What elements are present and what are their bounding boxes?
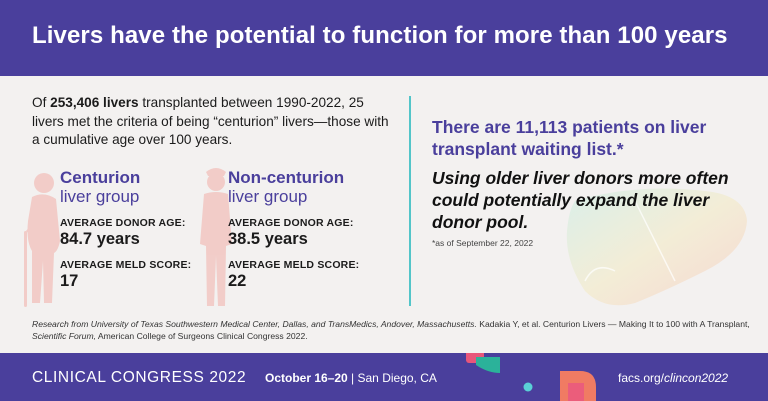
dates: October 16–20 [265, 371, 348, 385]
group-subtitle: liver group [228, 187, 308, 206]
adult-person-icon [200, 168, 232, 306]
waitlist-statement: There are 11,113 patients on liver trans… [432, 117, 707, 159]
intro-rest: transplanted between 1990-2022, 25 liver… [32, 95, 389, 147]
decorative-shapes [466, 353, 596, 401]
citation-forum: Scientific Forum, [32, 331, 96, 341]
content-area: Of 253,406 livers transplanted between 1… [0, 76, 768, 353]
group-subtitle: liver group [60, 187, 140, 206]
location: | San Diego, CA [347, 371, 437, 385]
donor-age-label: AVERAGE DONOR AGE: [228, 217, 354, 229]
url-path: clincon2022 [664, 371, 729, 385]
citation-event: American College of Surgeons Clinical Co… [96, 331, 308, 341]
donor-age-value: 38.5 years [228, 230, 308, 248]
non-centurion-group: Non-centurion liver group AVERAGE DONOR … [228, 168, 398, 291]
intro-paragraph: Of 253,406 livers transplanted between 1… [32, 94, 392, 150]
url-domain: facs.org/ [618, 371, 665, 385]
conference-name: CLINICAL CONGRESS 2022 [32, 369, 247, 386]
meld-value: 22 [228, 272, 247, 290]
donor-age-label: AVERAGE DONOR AGE: [60, 217, 186, 229]
intro-highlight: 253,406 livers [50, 95, 139, 110]
meld-label: AVERAGE MELD SCORE: [228, 259, 360, 271]
intro-prefix: Of [32, 95, 51, 110]
page-title: Livers have the potential to function fo… [32, 22, 728, 49]
elderly-person-icon [24, 173, 60, 307]
key-takeaway: Using older liver donors more often coul… [432, 168, 729, 232]
group-title: Centurion [60, 168, 141, 187]
vertical-divider [409, 96, 411, 306]
citation-source: Research from University of Texas Southw… [32, 319, 477, 329]
group-title: Non-centurion [228, 168, 345, 187]
conference-link[interactable]: facs.org/clincon2022 [618, 371, 728, 385]
liver-icon [566, 188, 747, 306]
citation-authors: Kadakia Y, et al. Centurion Livers — Mak… [476, 319, 750, 329]
header-banner: Livers have the potential to function fo… [0, 0, 768, 76]
research-citation: Research from University of Texas Southw… [32, 318, 752, 342]
meld-value: 17 [60, 272, 79, 290]
conference-dates: October 16–20 | San Diego, CA [265, 371, 437, 385]
donor-age-value: 84.7 years [60, 230, 140, 248]
footnote: *as of September 22, 2022 [432, 238, 534, 248]
footer-banner: CLINICAL CONGRESS 2022 October 16–20 | S… [0, 353, 768, 401]
centurion-group: Centurion liver group AVERAGE DONOR AGE:… [60, 168, 210, 291]
meld-label: AVERAGE MELD SCORE: [60, 259, 192, 271]
